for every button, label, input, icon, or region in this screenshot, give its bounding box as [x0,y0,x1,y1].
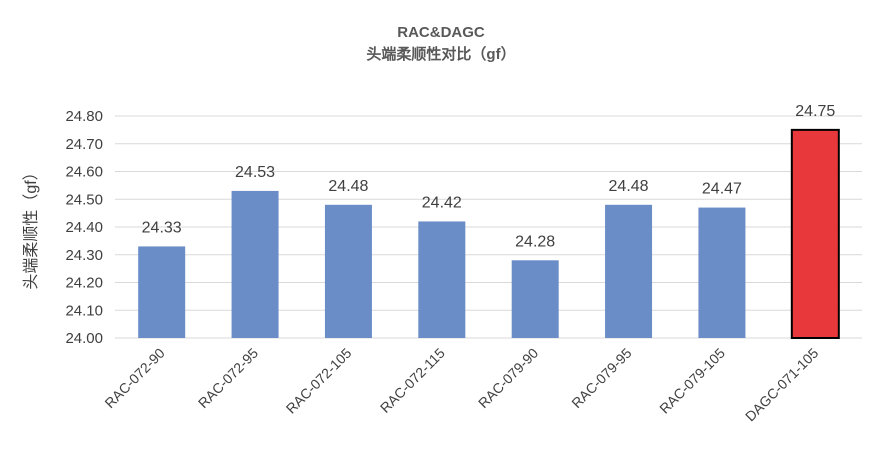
x-tick-label: DAGC-071-105 [742,345,822,425]
data-label: 24.75 [795,103,835,120]
data-labels: 24.33 24.53 24.48 24.42 24.28 24.48 24.47 24.75 [142,103,836,250]
y-tick-labels: 24.00 24.10 24.20 24.30 24.40 24.50 24.60 24.70… [65,108,103,347]
bar-rac-079-95 [605,204,653,338]
data-label: 24.48 [328,178,368,195]
x-tick-label: RAC-072-105 [283,345,355,417]
bar-rac-079-105 [698,207,746,338]
bar-rac-079-90 [511,260,559,338]
y-tick-label: 24.60 [65,164,103,181]
data-label: 24.53 [235,164,275,181]
x-tick-label: RAC-079-90 [475,345,541,411]
bar-rac-072-95 [231,190,279,338]
x-tick-label: RAC-079-105 [656,345,728,417]
x-tick-label: RAC-079-95 [568,345,634,411]
x-tick-label: RAC-072-115 [377,345,448,416]
grid-lines [115,115,862,339]
chart-title: RAC&DAGC [397,24,485,41]
bar-rac-072-105 [324,204,372,338]
y-tick-label: 24.20 [65,275,103,292]
y-axis-label: 头端柔顺性（gf） [22,164,40,289]
y-tick-label: 24.40 [65,219,103,236]
bars [138,128,840,339]
y-tick-label: 24.80 [65,108,103,125]
chart-subtitle: 头端柔顺性对比（gf） [366,45,515,63]
y-tick-label: 24.10 [65,302,103,319]
data-label: 24.33 [142,219,182,236]
y-tick-label: 24.50 [65,191,103,208]
x-tick-labels: RAC-072-90 RAC-072-95 RAC-072-105 RAC-072-1… [101,345,821,425]
bar-dagc-071-105 [790,128,840,339]
data-label: 24.28 [515,233,555,250]
x-tick-label: RAC-072-90 [101,345,167,411]
y-tick-label: 24.30 [65,247,103,264]
y-tick-label: 24.70 [65,136,103,153]
bar-rac-072-90 [138,246,186,338]
bar-rac-072-115 [418,221,466,338]
y-tick-label: 24.00 [65,330,103,347]
data-label: 24.42 [422,194,462,211]
x-tick-label: RAC-072-95 [195,345,261,411]
data-label: 24.48 [609,178,649,195]
data-label: 24.47 [702,181,742,198]
